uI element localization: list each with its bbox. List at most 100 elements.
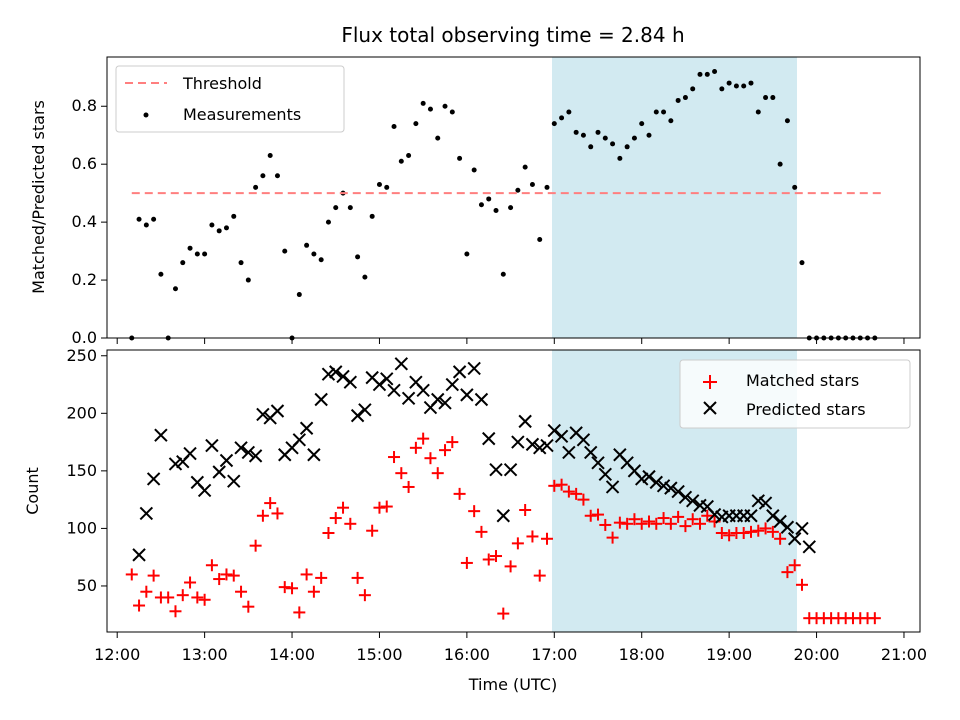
matched-star-point bbox=[519, 503, 532, 516]
measurement-point bbox=[595, 129, 601, 135]
measurement-point bbox=[682, 95, 688, 101]
predicted-legend-label: Predicted stars bbox=[746, 400, 866, 419]
matched-stars-series bbox=[125, 432, 881, 625]
matched-star-point bbox=[293, 606, 306, 619]
predicted-star-point bbox=[635, 472, 649, 486]
matched-star-point bbox=[766, 525, 779, 538]
measurement-point bbox=[136, 216, 142, 222]
matched-star-point bbox=[242, 600, 255, 613]
predicted-star-point bbox=[234, 441, 248, 455]
threshold-legend-label: Threshold bbox=[182, 74, 262, 93]
x-axis-title: Time (UTC) bbox=[468, 675, 557, 694]
x-tick-label: 19:00 bbox=[706, 645, 752, 664]
matched-star-point bbox=[439, 444, 452, 457]
measurement-point bbox=[304, 242, 310, 248]
x-tick-label: 21:00 bbox=[881, 645, 927, 664]
predicted-star-point bbox=[671, 484, 685, 499]
predicted-star-point bbox=[314, 392, 328, 407]
matched-star-point bbox=[533, 569, 546, 582]
matched-star-point bbox=[125, 568, 138, 581]
predicted-star-point bbox=[489, 462, 503, 477]
predicted-star-point bbox=[482, 431, 496, 446]
matched-legend-label: Matched stars bbox=[746, 371, 859, 390]
measurement-point bbox=[318, 257, 324, 263]
matched-star-point bbox=[701, 509, 714, 522]
matched-star-point bbox=[344, 517, 357, 530]
measurement-point bbox=[172, 286, 178, 292]
top-y-ticks: 0.0 0.2 0.4 0.6 0.8 bbox=[72, 96, 107, 347]
measurement-point bbox=[471, 167, 477, 173]
measurement-point bbox=[223, 225, 229, 231]
predicted-star-point bbox=[154, 428, 168, 442]
measurements-series bbox=[129, 68, 878, 341]
predicted-star-point bbox=[336, 369, 350, 384]
y-tick-label: 250 bbox=[66, 346, 97, 365]
matched-star-point bbox=[213, 573, 226, 586]
matched-star-point bbox=[541, 532, 554, 545]
matched-star-point bbox=[198, 593, 211, 606]
measurement-point bbox=[209, 222, 215, 228]
predicted-star-point bbox=[511, 435, 525, 449]
predicted-star-point bbox=[343, 375, 358, 389]
bottom-y-ticks: 50 100 150 200 250 bbox=[66, 346, 107, 595]
matched-star-point bbox=[417, 432, 430, 445]
measurement-point bbox=[260, 173, 266, 179]
top-y-axis-title: Matched/Predicted stars bbox=[29, 100, 48, 294]
matched-star-point bbox=[650, 517, 663, 530]
matched-star-point bbox=[271, 507, 284, 520]
matched-star-point bbox=[256, 509, 269, 522]
predicted-star-point bbox=[401, 391, 416, 406]
matched-star-point bbox=[402, 480, 415, 493]
top-x-ticks bbox=[116, 338, 905, 344]
predicted-star-point bbox=[780, 520, 795, 534]
matched-star-point bbox=[737, 527, 750, 540]
measurement-point bbox=[508, 205, 514, 211]
matched-star-point bbox=[264, 497, 277, 510]
predicted-star-point bbox=[525, 437, 540, 452]
predicted-star-point bbox=[707, 507, 722, 522]
measurement-point bbox=[406, 152, 412, 158]
measurement-point bbox=[515, 187, 521, 193]
matched-star-point bbox=[140, 585, 153, 598]
matched-star-point bbox=[592, 508, 605, 521]
predicted-star-point bbox=[460, 388, 474, 402]
matched-star-point bbox=[460, 556, 473, 569]
measurement-point bbox=[624, 144, 630, 150]
predicted-star-point bbox=[758, 496, 773, 510]
matched-star-point bbox=[184, 576, 197, 589]
predicted-star-point bbox=[197, 483, 212, 498]
predicted-star-point bbox=[576, 433, 591, 447]
predicted-star-point bbox=[678, 490, 693, 505]
matched-star-point bbox=[169, 605, 182, 618]
measurement-point bbox=[376, 181, 382, 187]
matched-star-point bbox=[388, 451, 401, 464]
predicted-star-point bbox=[467, 361, 481, 376]
predicted-legend-swatch bbox=[703, 401, 717, 415]
predicted-star-point bbox=[219, 453, 234, 468]
x-tick-label: 20:00 bbox=[793, 645, 839, 664]
y-tick-label: 0.2 bbox=[72, 270, 97, 289]
measurement-point bbox=[194, 251, 200, 257]
x-tick-label: 13:00 bbox=[182, 645, 228, 664]
predicted-star-point bbox=[474, 392, 489, 407]
predicted-star-point bbox=[656, 479, 671, 493]
measurement-point bbox=[158, 271, 164, 277]
matched-star-point bbox=[475, 525, 488, 538]
predicted-star-point bbox=[438, 396, 452, 410]
matched-star-point bbox=[227, 569, 240, 582]
x-tick-label: 18:00 bbox=[619, 645, 665, 664]
measurement-point bbox=[427, 106, 433, 112]
predicted-star-point bbox=[766, 509, 780, 523]
measurement-point bbox=[362, 274, 368, 280]
bottom-x-ticks: 12:00 13:00 14:00 15:00 16:00 17:00 18:00 19:00… bbox=[94, 632, 927, 664]
x-tick-label: 15:00 bbox=[356, 645, 402, 664]
measurement-point bbox=[245, 277, 251, 283]
predicted-star-point bbox=[751, 494, 765, 508]
matched-star-point bbox=[562, 485, 575, 498]
measurement-point bbox=[398, 158, 404, 164]
measurement-point bbox=[661, 109, 667, 115]
y-tick-label: 50 bbox=[77, 576, 97, 595]
measurement-point bbox=[253, 184, 259, 190]
measurement-point bbox=[610, 141, 616, 147]
y-tick-label: 0.4 bbox=[72, 212, 97, 231]
